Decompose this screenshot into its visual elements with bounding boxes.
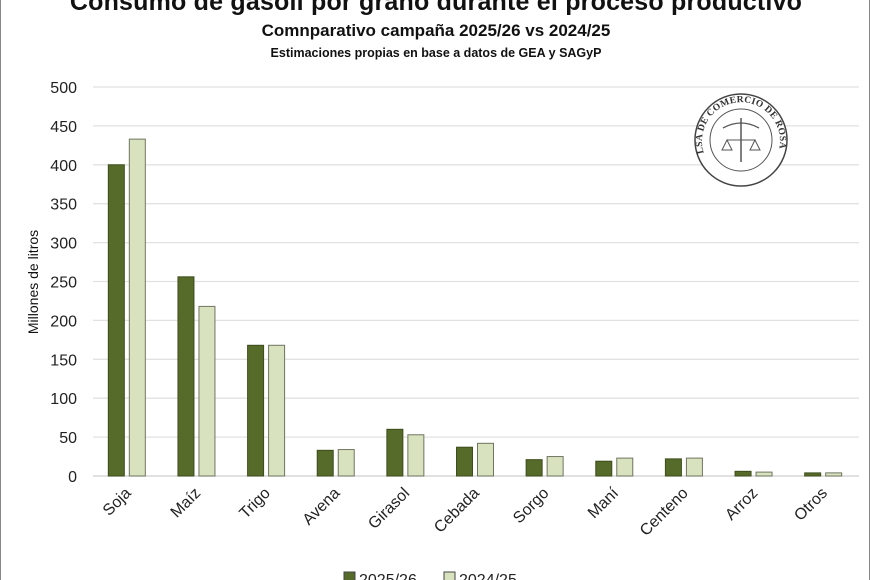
bar-2025-26 (107, 164, 125, 477)
bar-2024-25 (477, 442, 494, 477)
logo-wings-icon (722, 122, 760, 129)
y-tick-label: 0 (68, 469, 77, 486)
y-axis-label: Millones de litros (25, 230, 41, 334)
bar-2024-25 (268, 344, 286, 477)
legend-swatch (443, 571, 456, 580)
y-tick-label: 450 (50, 119, 77, 136)
bar-2025-26 (804, 472, 822, 477)
y-tick-label: 500 (50, 80, 77, 97)
logo-scales-icon (721, 138, 761, 151)
bar-2024-25 (407, 434, 425, 477)
y-tick-label: 150 (50, 352, 77, 369)
x-tick-label: Centeno (637, 485, 692, 540)
x-tick-label: Otros (791, 485, 831, 525)
bar-2024-25 (198, 305, 216, 477)
bar-2024-25 (825, 472, 843, 477)
bar-2024-25 (755, 471, 773, 477)
y-tick-label: 50 (59, 430, 77, 447)
logo-text: BOLSA DE COMERCIO DE ROSARIO (1, 0, 787, 155)
x-tick-label: Arroz (722, 485, 761, 524)
bar-2024-25 (685, 457, 703, 477)
bar-2024-25 (616, 457, 634, 477)
x-tick-label: Maní (585, 484, 623, 522)
y-tick-label: 250 (50, 275, 77, 292)
bar-2025-26 (664, 458, 682, 477)
x-tick-label: Trigo (237, 485, 274, 522)
bar-2025-26 (386, 428, 404, 477)
bar-2025-26 (525, 459, 543, 477)
bar-2024-25 (128, 138, 146, 477)
y-tick-label: 200 (50, 313, 77, 330)
y-tick-label: 400 (50, 158, 77, 175)
bar-2025-26 (734, 470, 752, 477)
legend-swatch (343, 571, 356, 580)
legend-label: 2024/25 (459, 572, 517, 580)
bar-2025-26 (456, 446, 473, 477)
bar-2024-25 (546, 456, 564, 477)
x-tick-label: Sorgo (510, 485, 552, 527)
bar-2025-26 (595, 460, 613, 477)
bar-2025-26 (177, 276, 195, 477)
bar-2025-26 (316, 449, 334, 477)
x-tick-label: Avena (300, 485, 344, 529)
y-tick-label: 100 (50, 391, 77, 408)
y-tick-label: 350 (50, 197, 77, 214)
bar-2024-25 (337, 449, 355, 477)
x-tick-label: Cebada (431, 485, 483, 537)
legend-label: 2025/26 (359, 572, 417, 580)
chart-title: Consumo de gasoil por grano durante el p… (69, 0, 803, 16)
x-tick-label: Soja (100, 485, 135, 520)
bar-2025-26 (247, 344, 265, 477)
x-tick-label: Girasol (365, 485, 413, 533)
y-tick-label: 300 (50, 236, 77, 253)
chart-subtitle: Comnparativo campaña 2025/26 vs 2024/25 (261, 21, 611, 40)
logo-inner-ring (709, 108, 773, 172)
x-tick-label: Maíz (168, 485, 205, 522)
chart-note: Estimaciones propias en base a datos de … (270, 46, 602, 60)
